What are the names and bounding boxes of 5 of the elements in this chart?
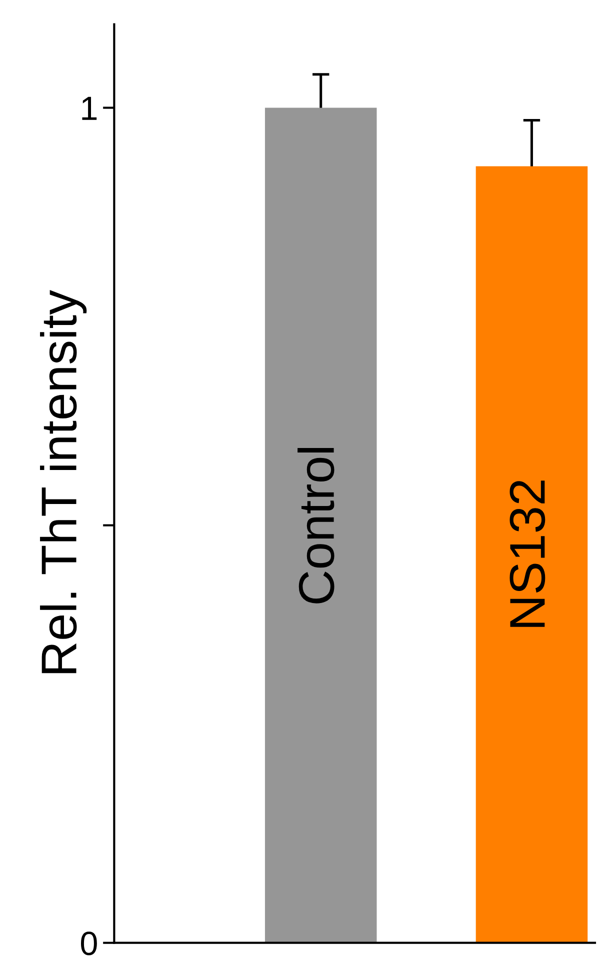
y-tick-label: 0: [80, 932, 97, 956]
x-tick-label: Control: [298, 448, 334, 604]
x-tick-label: NS132: [510, 480, 546, 627]
y-axis-title: Rel. ThT intensity: [40, 290, 87, 674]
y-tick-label: 1: [82, 96, 97, 120]
